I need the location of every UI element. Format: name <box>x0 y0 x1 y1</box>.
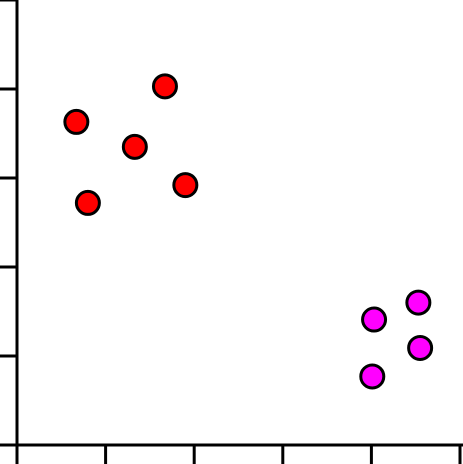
chart-points <box>63 73 434 390</box>
data-point <box>407 334 434 361</box>
data-point <box>405 289 432 316</box>
data-point <box>361 306 388 333</box>
data-point <box>359 363 386 390</box>
data-point <box>151 73 178 100</box>
data-point <box>74 189 101 216</box>
data-point <box>172 172 199 199</box>
data-point <box>63 108 90 135</box>
data-point <box>121 133 148 160</box>
